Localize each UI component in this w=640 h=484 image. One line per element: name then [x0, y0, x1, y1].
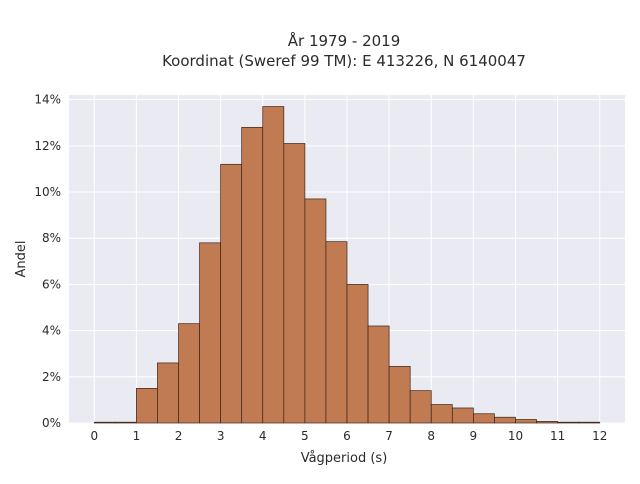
histogram-bar — [136, 388, 158, 424]
histogram-bar — [367, 325, 390, 424]
x-tick-label: 0 — [90, 429, 98, 443]
x-tick-label: 4 — [259, 429, 267, 443]
x-tick-label: 9 — [470, 429, 478, 443]
histogram-bar — [325, 241, 348, 424]
x-tick-label: 10 — [508, 429, 523, 443]
histogram-bar — [178, 323, 200, 424]
y-axis-label: Andel — [14, 241, 29, 278]
x-tick-label: 5 — [301, 429, 309, 443]
x-tick-label: 11 — [550, 429, 565, 443]
histogram-bar — [409, 390, 432, 424]
y-tick-label: 4% — [42, 324, 61, 338]
histogram-bar — [451, 407, 474, 424]
y-tick-labels: 0% 2% 4% 6% 8% 10% 12% 14% — [34, 93, 61, 430]
histogram-bar — [515, 419, 537, 424]
x-tick-label: 3 — [217, 429, 225, 443]
histogram-bar — [536, 421, 558, 424]
histogram-bar — [262, 106, 285, 424]
histogram-bar — [430, 404, 453, 424]
y-tick-label: 8% — [42, 231, 61, 245]
histogram-bar — [283, 143, 306, 424]
histogram-bar — [346, 284, 369, 424]
histogram-bar — [93, 421, 116, 424]
chart-title-line1: År 1979 - 2019 — [288, 31, 401, 50]
histogram-bar — [220, 163, 243, 424]
histogram-bar — [578, 421, 601, 424]
histogram-bar — [388, 366, 411, 424]
histogram-bar — [199, 242, 221, 424]
bars-group — [93, 106, 601, 424]
x-tick-label: 2 — [175, 429, 183, 443]
x-tick-label: 12 — [592, 429, 607, 443]
histogram-bar — [494, 416, 516, 424]
histogram-bar — [557, 421, 580, 424]
x-tick-label: 8 — [427, 429, 435, 443]
y-tick-label: 14% — [34, 93, 61, 107]
x-tick-label: 7 — [385, 429, 393, 443]
chart-title-line2: Koordinat (Sweref 99 TM): E 413226, N 61… — [162, 52, 526, 70]
y-tick-label: 12% — [34, 139, 61, 153]
x-tick-label: 1 — [133, 429, 141, 443]
x-tick-label: 6 — [343, 429, 351, 443]
histogram-bar — [473, 413, 495, 424]
y-tick-label: 0% — [42, 416, 61, 430]
histogram-bar — [157, 362, 179, 424]
histogram-bar — [241, 126, 264, 424]
y-tick-label: 6% — [42, 277, 61, 291]
x-axis-label: Vågperiod (s) — [301, 451, 388, 466]
histogram-bar — [114, 421, 137, 424]
y-tick-label: 10% — [34, 185, 61, 199]
x-tick-labels: 0 1 2 3 4 5 6 7 8 9 10 11 12 — [90, 429, 607, 443]
histogram-bar — [304, 198, 327, 424]
y-tick-label: 2% — [42, 370, 61, 384]
